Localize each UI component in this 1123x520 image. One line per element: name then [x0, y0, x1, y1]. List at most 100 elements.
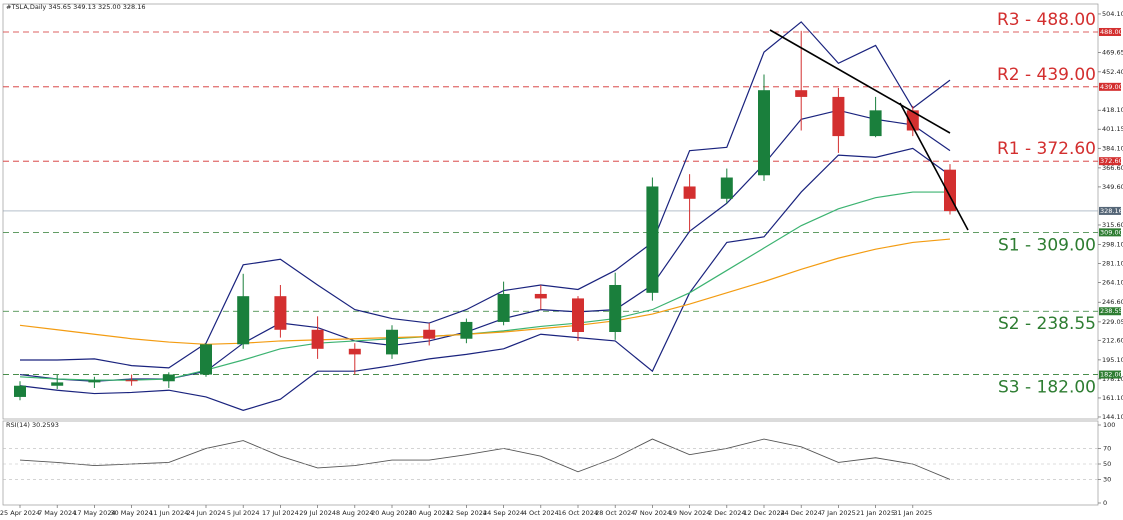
level-label: R3 - 488.00 [997, 10, 1096, 30]
indicator-line [20, 21, 951, 369]
y-tick-label: 50 [1103, 460, 1111, 468]
level-label: R2 - 439.00 [997, 65, 1096, 85]
y-tick-label: 178.10 [1102, 375, 1123, 383]
candle-body [348, 348, 361, 355]
candle-body [423, 329, 436, 339]
y-tick-label: 366.60 [1102, 164, 1123, 172]
y-tick-label: 144.10 [1102, 413, 1123, 421]
x-tick-label: 17 May 2024 [73, 509, 115, 517]
level-badge-label: 372.60 [1100, 157, 1123, 165]
x-tick-label: 2 Dec 2024 [708, 509, 745, 517]
level-label: S2 - 238.55 [998, 314, 1096, 334]
candle-body [125, 380, 138, 382]
level-badge [1099, 157, 1121, 166]
level-badge-label: 238.55 [1100, 307, 1123, 315]
candle-body [274, 296, 287, 330]
x-tick-label: 30 Aug 2024 [408, 509, 450, 517]
rsi-line [19, 438, 951, 480]
y-tick-label: 30 [1103, 476, 1111, 484]
x-tick-label: 29 Jul 2024 [299, 509, 336, 517]
y-tick-label: 504.10 [1102, 10, 1123, 18]
indicator-line [19, 147, 951, 412]
candle-body [237, 296, 250, 345]
last-price-badge [1099, 206, 1121, 215]
candle-body [795, 90, 808, 97]
trend-line [769, 29, 951, 134]
level-badge [1099, 82, 1121, 91]
x-tick-label: 12 Dec 2024 [743, 509, 785, 517]
x-tick-label: 24 Sep 2024 [483, 509, 524, 517]
rsi-frame [2, 420, 1099, 506]
y-tick-label: 70 [1103, 444, 1111, 452]
x-tick-label: 25 Apr 2024 [0, 509, 40, 517]
level-badge-label: 182.00 [1100, 371, 1123, 379]
y-tick-label: 452.40 [1102, 68, 1123, 76]
candle-body [460, 321, 473, 339]
candle-body [14, 385, 26, 397]
level-label: S1 - 309.00 [998, 235, 1096, 255]
candle-body [200, 344, 212, 375]
candle-body [758, 90, 770, 176]
y-tick-label: 264.10 [1102, 279, 1123, 287]
level-badge [1099, 370, 1121, 379]
y-tick-label: 229.05 [1102, 318, 1123, 326]
x-tick-label: 21 Jan 2025 [856, 509, 895, 517]
y-tick-label: 212.60 [1102, 336, 1123, 344]
x-tick-label: 30 May 2024 [110, 509, 152, 517]
level-badge-label: 309.00 [1100, 228, 1123, 236]
level-badge [1099, 307, 1121, 316]
x-tick-label: 8 Aug 2024 [336, 509, 374, 517]
candle-body [683, 186, 696, 199]
y-tick-label: 161.10 [1102, 394, 1123, 402]
y-tick-label: 281.10 [1102, 260, 1123, 268]
candle-body [609, 284, 622, 333]
level-badge-label: 488.00 [1100, 28, 1123, 36]
candle-body [646, 186, 659, 293]
y-tick-label: 246.60 [1102, 298, 1123, 306]
y-tick-label: 401.15 [1102, 125, 1123, 133]
y-tick-label: 0 [1103, 499, 1107, 507]
candle-body [386, 329, 398, 355]
y-tick-label: 418.10 [1102, 106, 1123, 114]
candle-body [162, 374, 175, 382]
candle-body [906, 110, 919, 131]
x-tick-label: 7 Jan 2025 [821, 509, 856, 517]
indicator-line [19, 238, 951, 345]
candle-body [497, 293, 510, 322]
x-tick-label: 7 May 2024 [38, 509, 76, 517]
candle-body [572, 298, 584, 333]
x-tick-label: 24 Dec 2024 [780, 509, 822, 517]
x-tick-label: 17 Jul 2024 [262, 509, 299, 517]
level-badge-label: 439.00 [1100, 83, 1123, 91]
y-tick-label: 100 [1103, 421, 1115, 429]
candle-body [311, 329, 324, 349]
x-tick-label: 28 Oct 2024 [595, 509, 635, 517]
x-tick-label: 19 Nov 2024 [669, 509, 711, 517]
x-tick-label: 16 Oct 2024 [558, 509, 598, 517]
candle-body [51, 382, 64, 386]
indicator-line [19, 109, 951, 382]
price-frame [2, 3, 1099, 420]
last-price-label: 328.16 [1100, 207, 1123, 215]
candle-body [720, 177, 733, 199]
x-tick-label: 20 Aug 2024 [371, 509, 413, 517]
x-tick-label: 4 Oct 2024 [523, 509, 559, 517]
candle-body [534, 293, 547, 299]
y-tick-label: 315.60 [1102, 221, 1123, 229]
level-label: S3 - 182.00 [998, 378, 1096, 398]
y-tick-label: 384.10 [1102, 144, 1123, 152]
rsi-title: RSI(14) 30.2593 [6, 421, 59, 429]
candle-body [88, 380, 101, 383]
x-tick-label: 31 Jan 2025 [893, 509, 932, 517]
level-badge [1099, 27, 1121, 36]
x-tick-label: 7 Nov 2024 [634, 509, 672, 517]
x-tick-label: 5 Jul 2024 [227, 509, 260, 517]
x-tick-label: 24 Jun 2024 [186, 509, 225, 517]
x-tick-label: 11 Jun 2024 [149, 509, 188, 517]
chart-title: #TSLA,Daily 345.65 349.13 325.00 328.16 [6, 3, 146, 11]
y-tick-label: 298.10 [1102, 241, 1123, 249]
level-label: R1 - 372.60 [997, 139, 1096, 159]
y-tick-label: 469.65 [1102, 49, 1123, 57]
